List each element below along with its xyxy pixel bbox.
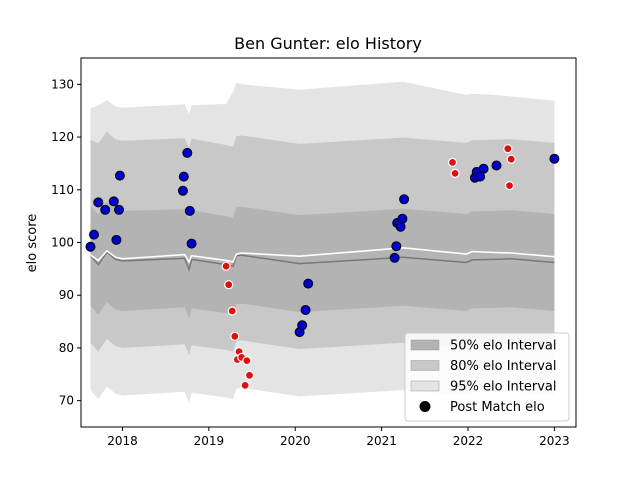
- match-point-red: [506, 154, 516, 164]
- match-point-red: [242, 356, 252, 366]
- y-tick-label: 120: [51, 130, 74, 144]
- y-tick-label: 70: [59, 394, 74, 408]
- x-tick-label: 2023: [539, 434, 570, 448]
- legend-label: 95% elo Interval: [450, 380, 557, 395]
- elo-lines: [89, 246, 555, 272]
- legend-label: 80% elo Interval: [450, 359, 557, 374]
- legend-swatch: [410, 360, 440, 371]
- match-point-red: [240, 380, 250, 390]
- post-match-point: [89, 229, 99, 240]
- legend-box: [404, 332, 570, 422]
- match-point-red: [503, 144, 513, 154]
- band-50: [90, 201, 555, 319]
- match-point-red: [450, 168, 460, 178]
- y-tick-label: 90: [59, 288, 74, 302]
- x-axis: 2018 2019 2020 2021 2022 2023: [107, 427, 570, 448]
- post-match-point: [85, 241, 96, 252]
- mean-elo-line: [90, 246, 555, 264]
- match-point-red: [224, 280, 234, 290]
- match-point-red: [244, 370, 255, 380]
- post-match-point: [391, 241, 402, 252]
- legend-label: Post Match elo: [450, 400, 545, 415]
- post-match-point: [186, 238, 197, 249]
- y-tick-label: 110: [51, 183, 74, 197]
- post-match-point: [177, 185, 188, 196]
- x-tick-label: 2022: [453, 434, 484, 448]
- post-match-point: [178, 171, 189, 182]
- median-elo-line: [89, 250, 555, 272]
- legend-swatch: [410, 339, 440, 351]
- match-point-red: [447, 157, 458, 167]
- post-match-point: [549, 153, 560, 164]
- match-point-red: [221, 261, 231, 271]
- post-match-point: [111, 234, 122, 245]
- y-axis-label: elo score: [25, 214, 40, 273]
- y-axis: 70 80 90 100 110 120 130: [51, 77, 81, 408]
- post-match-point: [491, 160, 502, 171]
- post-match-point: [300, 305, 311, 315]
- post-match-point: [389, 252, 400, 263]
- post-match-point: [399, 194, 410, 205]
- post-match-point: [93, 197, 104, 208]
- post-match-point: [114, 204, 124, 215]
- post-match-point: [184, 205, 195, 216]
- x-tick-label: 2020: [280, 434, 311, 448]
- chart-title: Ben Gunter: elo History: [234, 34, 422, 53]
- post-match-point: [297, 320, 308, 331]
- post-match-points: [85, 144, 560, 390]
- legend-label: 50% elo Interval: [450, 339, 557, 354]
- match-point-red: [227, 306, 237, 316]
- x-tick-label: 2021: [366, 434, 397, 448]
- y-tick-label: 80: [59, 341, 74, 355]
- post-match-point: [100, 204, 111, 215]
- interval-bands: [90, 81, 555, 403]
- post-match-point: [397, 213, 408, 224]
- y-tick-label: 100: [51, 236, 74, 250]
- x-tick-label: 2019: [194, 434, 225, 448]
- post-match-point: [108, 196, 119, 207]
- legend-marker: [419, 401, 431, 412]
- y-tick-label: 130: [51, 77, 74, 91]
- post-match-point: [114, 170, 125, 181]
- legend-swatch: [410, 380, 440, 392]
- post-match-point: [182, 147, 193, 158]
- x-tick-label: 2018: [107, 434, 138, 448]
- match-point-red: [504, 181, 515, 191]
- post-match-point: [303, 278, 314, 289]
- legend: 50% elo Interval 80% elo Interval 95% elo …: [404, 332, 570, 422]
- match-point-red: [230, 331, 240, 341]
- post-match-point: [478, 163, 489, 174]
